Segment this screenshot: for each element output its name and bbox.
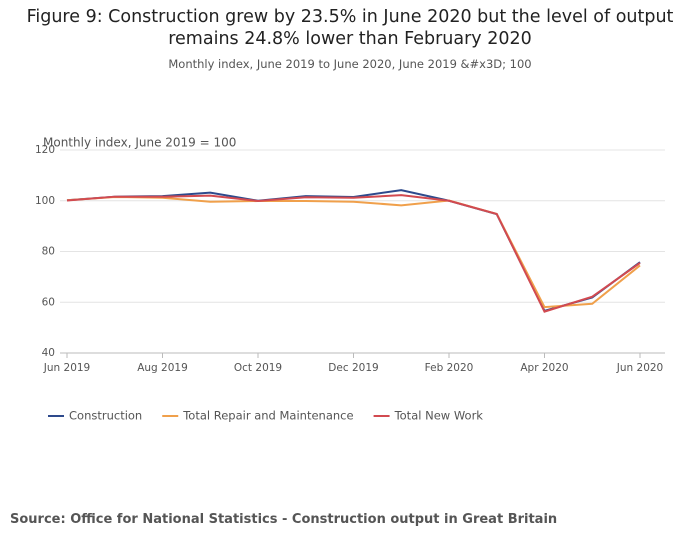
x-tick-label: Dec 2019 [328,362,378,374]
x-tick-label: Feb 2020 [425,362,474,374]
chart-subtitle: Monthly index, June 2019 to June 2020, J… [168,57,532,71]
y-tick-label: 120 [35,144,55,156]
series-line [66,194,641,313]
series-line [66,189,641,313]
x-tick-label: Apr 2020 [520,362,568,374]
y-tick-label: 80 [42,246,55,258]
x-tick-label: Jun 2020 [616,362,663,374]
y-tick-label: 100 [35,195,55,207]
source: Source: Office for National Statistics -… [10,512,558,527]
chart-title: Figure 9: Construction grew by 23.5% in … [26,7,674,49]
x-tick-label: Jun 2019 [43,362,90,374]
series-line [66,195,641,309]
y-axis-label: Monthly index, June 2019 = 100 [43,136,236,150]
legend-label: Total New Work [394,409,484,423]
legend-label: Construction [69,409,142,423]
y-tick-label: 60 [42,296,55,308]
y-tick-label: 40 [42,347,55,359]
x-tick-label: Aug 2019 [137,362,188,374]
x-tick-label: Oct 2019 [234,362,282,374]
legend-label: Total Repair and Maintenance [182,409,353,423]
